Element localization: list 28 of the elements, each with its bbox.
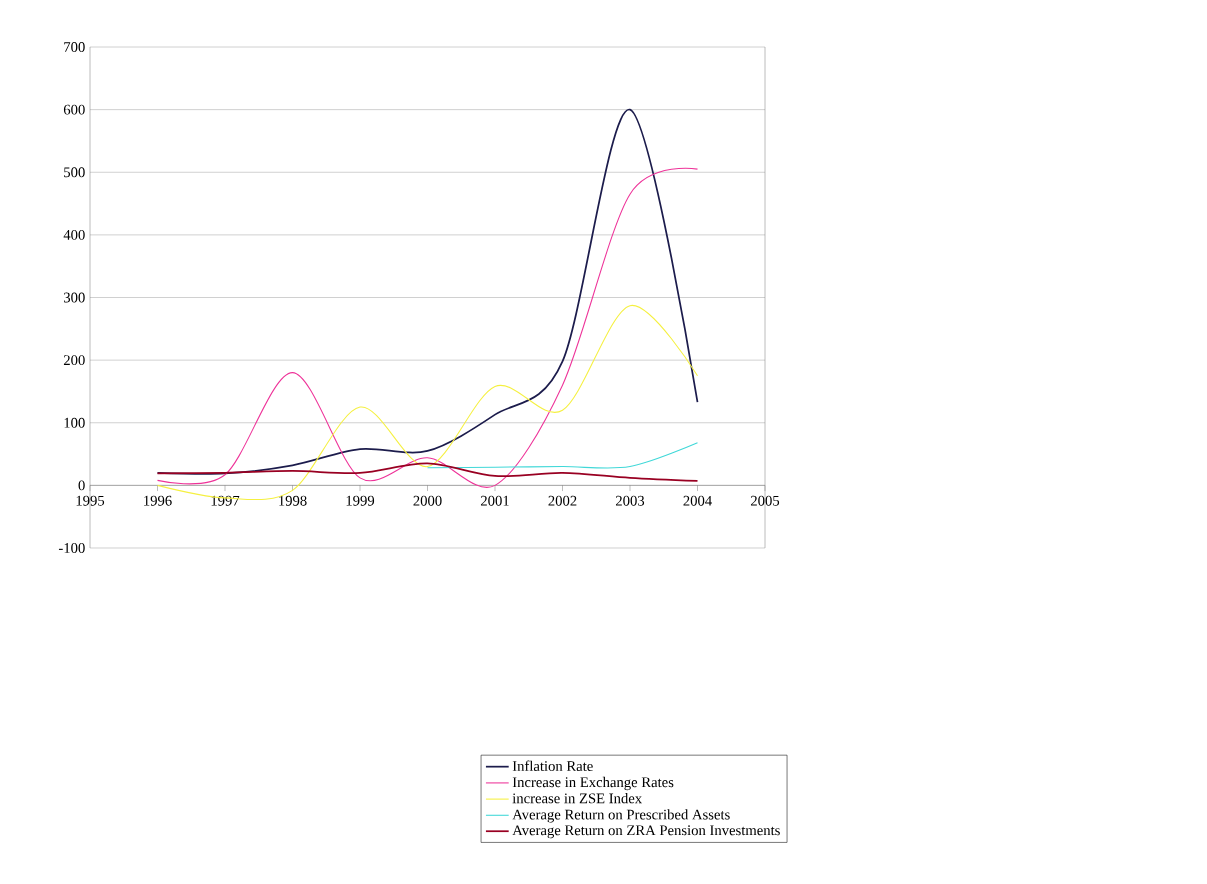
y-tick-label: 600 (63, 104, 85, 115)
y-tick-label: 300 (64, 292, 85, 303)
legend-label: Inflation Rate (512, 760, 593, 771)
y-tick-label: 200 (63, 355, 85, 366)
x-tick-label: 2004 (683, 495, 712, 506)
x-tick-label: 2001 (480, 495, 509, 506)
x-tick-label: 2000 (413, 495, 442, 506)
x-tick-label: 1995 (76, 495, 105, 506)
y-tick-label: -100 (58, 543, 85, 553)
x-tick-label: 2005 (750, 495, 780, 506)
x-tick-label: 1997 (211, 495, 240, 506)
x-tick-label: 1999 (346, 495, 375, 506)
y-tick-label: 500 (64, 167, 85, 178)
line-series (156, 462, 699, 482)
legend-label: Average Return on ZRA Pension Investments (512, 825, 780, 839)
legend-label: Increase in Exchange Rates (512, 776, 674, 791)
y-tick-label: 400 (63, 229, 85, 240)
x-tick-label: 2002 (548, 495, 577, 506)
line-series (156, 108, 699, 475)
x-tick-label: 1998 (279, 495, 307, 506)
x-tick-label: 1996 (144, 495, 172, 506)
y-tick-label: 0 (78, 480, 85, 491)
legend-label: increase in ZSE Index (512, 793, 642, 804)
y-tick-label: 100 (64, 417, 85, 428)
line-series (426, 442, 699, 469)
y-tick-label: 700 (64, 42, 85, 52)
x-tick-label: 2003 (615, 495, 645, 506)
legend-label: Average Return on Prescribed Assets (512, 809, 730, 823)
